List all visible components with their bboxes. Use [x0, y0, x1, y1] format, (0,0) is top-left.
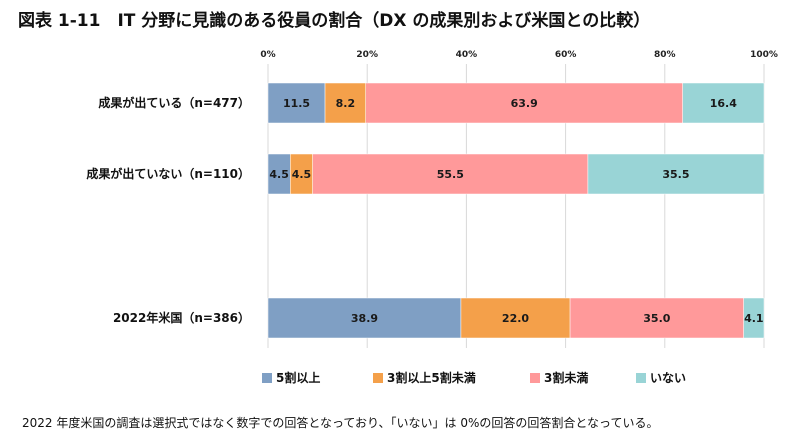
data-label: 63.9 — [511, 97, 538, 110]
category-label: 2022年米国（n=386） — [113, 310, 250, 325]
legend-entry: 5割以上 — [262, 370, 320, 385]
legend-label: 5割以上 — [276, 370, 320, 385]
legend-label: 3割未満 — [544, 370, 588, 385]
x-tick-label: 60% — [555, 50, 577, 60]
x-tick-label: 80% — [654, 50, 676, 60]
bar-segment — [365, 82, 683, 124]
data-label: 16.4 — [710, 97, 737, 110]
footnote: 2022 年度米国の調査は選択式ではなく数字での回答となっており、「いない」は … — [22, 416, 659, 430]
legend-swatch — [636, 373, 646, 383]
bar-segment — [569, 297, 744, 339]
legend-swatch — [530, 373, 540, 383]
data-label: 4.1 — [744, 312, 764, 325]
x-tick-label: 40% — [456, 50, 478, 60]
legend-label: 3割以上5割未満 — [387, 370, 476, 385]
legend-entry: いない — [636, 371, 686, 385]
bar-segment — [682, 82, 765, 124]
data-label: 55.5 — [437, 168, 464, 181]
legend-swatch — [262, 373, 272, 383]
x-tick-label: 100% — [750, 50, 778, 60]
category-label: 成果が出ている（n=477） — [98, 95, 250, 110]
data-label: 38.9 — [351, 312, 378, 325]
bar-segment — [324, 82, 366, 124]
bar-segment — [312, 153, 589, 195]
legend: 5割以上 3割以上5割未満 3割未満 いない — [262, 370, 686, 385]
legend-label: いない — [650, 371, 686, 385]
data-label: 4.5 — [292, 168, 312, 181]
x-tick-label: 20% — [356, 50, 378, 60]
chart-title: 図表 1-11 IT 分野に見識のある役員の割合（DX の成果別および米国との比… — [18, 11, 651, 31]
legend-swatch — [373, 373, 383, 383]
category-label: 成果が出ていない（n=110） — [86, 166, 250, 181]
data-label: 22.0 — [502, 312, 529, 325]
data-label: 4.5 — [269, 168, 289, 181]
data-label: 35.0 — [643, 312, 670, 325]
data-label: 11.5 — [283, 97, 310, 110]
bar-segment — [460, 297, 571, 339]
x-tick-label: 0% — [260, 50, 275, 60]
legend-entry: 3割未満 — [530, 370, 588, 385]
data-label: 35.5 — [662, 168, 689, 181]
bar-segment — [267, 297, 462, 339]
x-tick-labels: 0% 20% 40% 60% 80% 100% — [260, 50, 778, 60]
legend-entry: 3割以上5割未満 — [373, 370, 476, 385]
bar-segment — [587, 153, 765, 195]
category-labels: 成果が出ている（n=477） 成果が出ていない（n=110） 2022年米国（n=3… — [86, 95, 250, 325]
bars: 11.5 8.2 63.9 16.4 4.5 4.5 55.5 35.5 38.9 22.0 35.… — [267, 82, 765, 339]
data-label: 8.2 — [336, 97, 356, 110]
bar-segment — [743, 297, 765, 339]
